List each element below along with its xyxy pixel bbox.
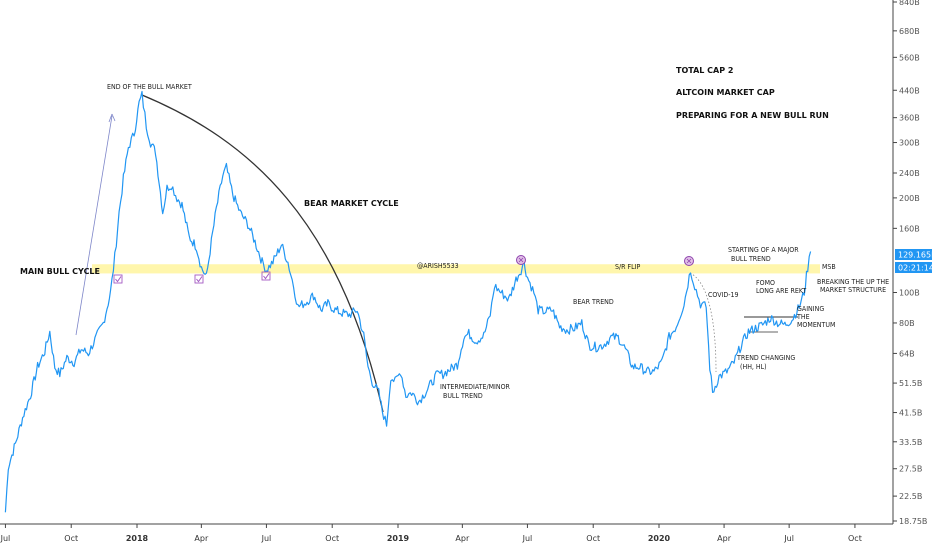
ann-breaking: BREAKING THE UP THE [817, 278, 889, 286]
bull-arrow-head [108, 113, 116, 123]
y-tick-label: 100B [899, 289, 920, 298]
price-label: 129.165B [898, 251, 932, 260]
y-tick-label: 22.5B [899, 492, 922, 501]
y-ticks: 840B 680B 560B 440B 360B 300B 240B 200B 160B 100B… [893, 0, 927, 526]
price-badge [895, 249, 932, 260]
ann-gaining: GAINING [797, 305, 824, 313]
y-tick-label: 680B [899, 27, 920, 36]
circle-marker-icon [684, 256, 694, 266]
countdown-badge [895, 262, 932, 273]
y-tick-label: 41.5B [899, 409, 922, 418]
ann-author: @ARISH5533 [417, 262, 459, 270]
x-ticks: Jul Oct 2018 Apr Jul Oct 2019 Apr Jul Oct 2020 Apr J… [0, 524, 862, 543]
ann-breaking-2: MARKET STRUCTURE [820, 286, 886, 294]
ann-gaining-2: THE [796, 313, 810, 321]
ann-trend-changing-2: (HH, HL) [740, 363, 767, 371]
bull-arrow-line [75, 115, 113, 336]
circle-marker-icon [516, 255, 526, 265]
x-tick-label: Oct [325, 534, 339, 543]
ann-bear-cycle: BEAR MARKET CYCLE [304, 199, 399, 208]
y-tick-label: 51.5B [899, 379, 922, 388]
ann-starting: STARTING OF A MAJOR [728, 246, 799, 254]
chart-title-line-2: ALTCOIN MARKET CAP [676, 88, 775, 97]
ann-fomo-2: LONG ARE REKT [756, 287, 806, 295]
bear-market-arc [141, 94, 384, 413]
covid-curve [689, 272, 717, 373]
sr-zone [92, 264, 820, 274]
countdown-label: 02:21:14 [898, 264, 932, 273]
ann-sr-flip: S/R FLIP [615, 263, 640, 271]
y-tick-label: 440B [899, 86, 920, 95]
ann-covid: COVID-19 [708, 291, 739, 299]
y-tick-label: 560B [899, 53, 920, 62]
y-tick-label: 27.5B [899, 465, 922, 474]
ann-intermediate: INTERMEDIATE/MINOR [440, 383, 511, 391]
x-tick-label: Apr [717, 534, 732, 543]
y-tick-label: 160B [899, 224, 920, 233]
check-icon [113, 274, 123, 284]
x-tick-label: 2018 [126, 534, 149, 543]
y-tick-label: 840B [899, 0, 920, 7]
y-tick-label: 360B [899, 114, 920, 123]
x-tick-label: Oct [848, 534, 862, 543]
ann-fomo: FOMO [756, 279, 775, 287]
x-tick-label: Oct [586, 534, 600, 543]
x-tick-label: Jul [783, 534, 794, 543]
ann-bear-trend: BEAR TREND [573, 298, 614, 306]
ann-end-of-bull: END OF THE BULL MARKET [107, 83, 192, 91]
ann-msb: MSB [822, 263, 836, 271]
x-tick-label: Apr [194, 534, 209, 543]
ann-main-bull: MAIN BULL CYCLE [20, 267, 100, 276]
check-icon [261, 271, 271, 281]
check-icon [194, 274, 204, 284]
y-tick-label: 300B [899, 139, 920, 148]
ann-intermediate-2: BULL TREND [443, 392, 483, 400]
chart-title-line-1: TOTAL CAP 2 [676, 66, 733, 75]
x-tick-label: 2020 [648, 534, 671, 543]
series-line [4, 90, 812, 513]
y-tick-label: 200B [899, 194, 920, 203]
chart-title-line-3: PREPARING FOR A NEW BULL RUN [676, 111, 829, 120]
ann-gaining-3: MOMENTUM [797, 321, 835, 329]
x-tick-label: 2019 [387, 534, 410, 543]
x-tick-label: Oct [64, 534, 78, 543]
y-tick-label: 80B [899, 319, 915, 328]
x-tick-label: Jul [0, 534, 10, 543]
y-tick-label: 240B [899, 169, 920, 178]
y-tick-label: 33.5B [899, 438, 922, 447]
y-tick-label: 64B [899, 349, 915, 358]
x-tick-label: Apr [455, 534, 470, 543]
ann-trend-changing: TREND CHANGING [736, 354, 795, 362]
x-tick-label: Jul [522, 534, 533, 543]
ann-starting-2: BULL TREND [731, 255, 771, 263]
x-tick-label: Jul [261, 534, 272, 543]
y-tick-label: 18.75B [899, 517, 927, 526]
